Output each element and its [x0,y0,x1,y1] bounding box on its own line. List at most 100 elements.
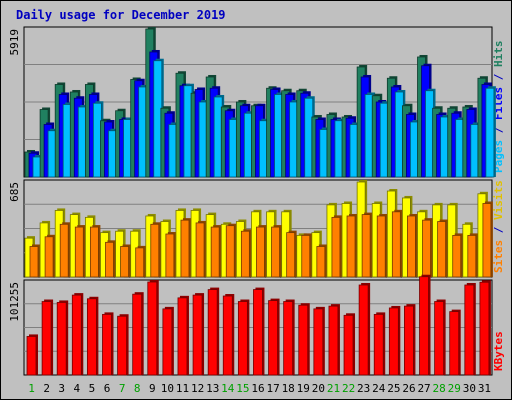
bar-kbytes-day-28 [434,301,445,376]
bar-sites-day-9 [150,223,160,278]
bar-kbytes-day-13 [207,289,218,376]
x-tick-label: 16 [251,382,264,395]
x-tick-label: 13 [206,382,219,395]
x-tick-label: 19 [297,382,310,395]
bar-sites-day-24 [376,215,386,278]
x-tick-label: 14 [221,382,235,395]
bar-kbytes-day-2 [41,301,52,376]
bar-sites-day-14 [225,225,235,278]
legend-entry: / [492,67,505,87]
bar-kbytes-day-18 [283,301,294,376]
x-tick-label: 10 [161,382,174,395]
legend-entry: Sites [492,240,505,273]
bar-kbytes-day-10 [162,308,173,376]
bar-sites-day-28 [437,221,447,278]
x-tick-label: 22 [342,382,355,395]
x-tick-label: 3 [58,382,65,395]
bar-sites-day-1 [29,246,39,278]
bar-kbytes-day-29 [449,311,460,376]
bar-kbytes-day-31 [479,281,490,376]
bar-sites-day-13 [210,226,220,278]
series-legend: KBytes [492,331,505,371]
x-tick-label: 31 [478,382,491,395]
bar-sites-day-20 [316,246,326,278]
bar-pages-day-31 [485,87,495,178]
bar-sites-day-26 [407,215,416,278]
bar-sites-day-23 [361,214,371,278]
bar-kbytes-day-20 [313,308,324,376]
legend-entry: Hits [492,41,505,68]
x-tick-label: 15 [236,382,249,395]
x-tick-label: 2 [43,382,50,395]
legend-entry: / [492,220,505,240]
bar-sites-day-31 [482,203,492,278]
x-tick-label: 12 [191,382,204,395]
bar-kbytes-day-19 [298,304,309,376]
x-tick-label: 11 [176,382,189,395]
bar-kbytes-day-22 [343,314,354,376]
bar-kbytes-day-1 [26,336,37,376]
bar-kbytes-day-12 [192,294,203,376]
bar-sites-day-4 [74,226,84,278]
bar-kbytes-day-7 [117,315,127,376]
x-tick-label: 6 [104,382,111,395]
y-max-label: 101255 [8,282,21,322]
bar-kbytes-day-24 [373,313,384,376]
bar-sites-day-18 [286,232,296,278]
bar-sites-day-8 [135,247,145,278]
bar-kbytes-day-11 [177,297,188,376]
bar-sites-day-27 [422,219,431,278]
bar-sites-day-10 [165,233,175,278]
bar-kbytes-day-4 [71,294,82,376]
bar-sites-day-21 [331,216,341,278]
x-tick-label: 28 [433,382,446,395]
x-tick-label: 27 [417,382,430,395]
x-tick-label: 8 [134,382,141,395]
x-tick-label: 24 [372,382,386,395]
x-tick-label: 4 [74,382,81,395]
bar-sites-day-7 [120,246,129,278]
x-tick-label: 26 [402,382,415,395]
y-max-label: 5919 [8,29,21,56]
bar-sites-day-25 [391,211,401,278]
bar-kbytes-day-17 [268,300,278,376]
legend-entry: KBytes [492,331,505,371]
bar-sites-day-11 [180,219,190,278]
bar-kbytes-day-5 [86,298,97,376]
x-tick-label: 21 [327,382,340,395]
bar-kbytes-day-21 [328,305,339,376]
x-tick-label: 20 [312,382,325,395]
bar-kbytes-day-3 [56,302,67,376]
bar-kbytes-day-30 [464,284,475,376]
chart-title: Daily usage for December 2019 [16,8,226,22]
x-tick-label: 29 [448,382,461,395]
bar-sites-day-17 [271,226,280,278]
bar-kbytes-day-16 [253,289,263,376]
series-legend: Sites / Visits [492,180,505,273]
bar-sites-day-19 [301,234,311,278]
bar-sites-day-16 [256,226,265,278]
legend-entry: Visits [492,180,505,220]
y-max-label: 685 [8,182,21,202]
bar-kbytes-day-15 [237,301,248,376]
x-tick-label: 9 [149,382,156,395]
x-tick-label: 7 [119,382,126,395]
bar-sites-day-15 [240,230,250,278]
x-tick-label: 1 [28,382,35,395]
bar-kbytes-day-27 [419,276,429,376]
bar-sites-day-2 [44,236,54,278]
bar-kbytes-day-8 [132,293,143,376]
x-tick-label: 23 [357,382,370,395]
bar-kbytes-day-6 [102,313,112,376]
bar-kbytes-day-23 [358,284,369,376]
bar-sites-day-3 [59,223,69,278]
x-tick-label: 18 [282,382,295,395]
x-tick-label: 25 [387,382,400,395]
bar-sites-day-30 [467,234,477,278]
x-tick-label: 30 [463,382,476,395]
bar-sites-day-22 [346,215,356,278]
bar-sites-day-6 [105,241,114,278]
bar-sites-day-12 [195,222,205,278]
bar-kbytes-day-14 [222,295,233,376]
